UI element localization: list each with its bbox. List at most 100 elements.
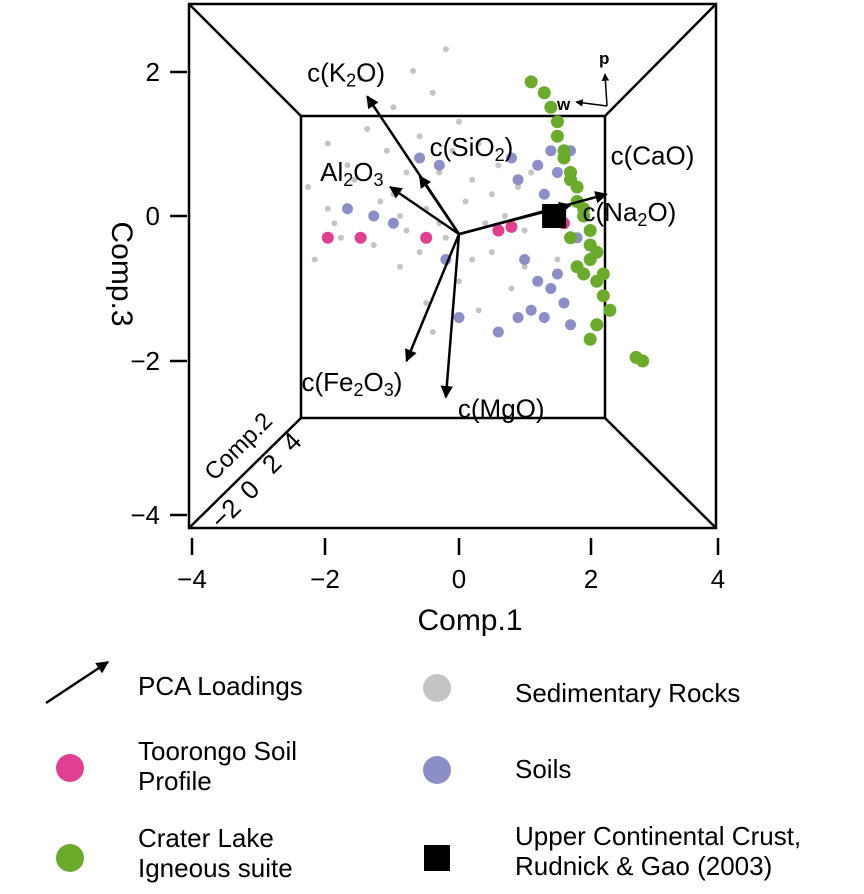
data-point (324, 205, 331, 212)
data-point (442, 46, 449, 53)
z-tick-label: 2 (256, 448, 287, 479)
data-point (505, 152, 517, 164)
legend-label-line: Toorongo Soil (138, 736, 297, 766)
legend-entry-1: Sedimentary Rocks (423, 674, 740, 708)
label-part: c(K (307, 57, 347, 87)
data-point (557, 151, 571, 165)
legend-entry-5: Upper Continental Crust, Rudnick & Gao (2… (424, 821, 801, 881)
legend-label: Crater Lake Igneous suite (138, 823, 293, 883)
outer-frame (187, 2, 718, 530)
loading-label: Al2O3 (320, 157, 383, 190)
data-point (521, 263, 528, 270)
label-part: ) (394, 367, 403, 397)
y-tick-label: 2 (146, 57, 160, 87)
data-point (596, 267, 610, 281)
data-point (583, 253, 597, 266)
data-point (311, 256, 318, 263)
loading-label: c(K2O) (307, 57, 385, 90)
inner-frame (299, 114, 607, 420)
loading-0: c(K2O) (307, 57, 461, 235)
legend-square-marker (424, 845, 450, 871)
data-point (403, 227, 410, 234)
data-point (469, 176, 476, 183)
loading-1: c(SiO2) (418, 132, 513, 235)
legend-label-line: Soils (515, 754, 571, 784)
label-part: c(CaO) (611, 140, 695, 170)
data-point (532, 159, 544, 171)
data-point (564, 231, 578, 245)
legend-label-line: PCA Loadings (138, 671, 303, 701)
label-part: Al (320, 157, 343, 187)
edge-top-left (188, 3, 302, 117)
z-tick-label: 0 (234, 474, 265, 505)
data-point (550, 129, 564, 143)
data-point (583, 332, 597, 346)
data-point (429, 89, 436, 96)
data-point (337, 234, 344, 241)
data-point (550, 115, 564, 129)
data-point (521, 227, 528, 234)
data-point (570, 260, 584, 274)
data-point (515, 184, 522, 190)
y-tick-label: 0 (146, 201, 160, 231)
data-point (583, 224, 597, 237)
legend-circle-marker (56, 844, 84, 872)
data-point (403, 169, 410, 176)
legend-circle-marker (423, 756, 451, 784)
label-part: c(Na (583, 197, 638, 227)
loading-arrow (440, 234, 461, 399)
loading-arrow (418, 175, 461, 235)
data-point (488, 249, 495, 256)
data-point (420, 231, 433, 244)
data-point (344, 162, 351, 169)
data-point (508, 285, 515, 292)
label-part: O (364, 367, 384, 397)
corner-label-w: w (556, 95, 571, 114)
data-point (596, 289, 610, 303)
legend-label-line: Rudnick & Gao (2003) (515, 851, 772, 881)
data-point (414, 152, 426, 164)
y-tick-label: −4 (130, 500, 160, 530)
data-point (558, 297, 570, 309)
data-point (377, 198, 384, 205)
data-point (469, 256, 476, 263)
data-point (532, 275, 544, 287)
legend-entry-2: Toorongo Soil Profile (56, 736, 297, 796)
data-point (368, 210, 380, 222)
data-point (364, 126, 371, 132)
data-point (577, 209, 591, 223)
label-part: O) (356, 57, 385, 87)
data-point (324, 140, 331, 147)
series-0 (305, 46, 561, 335)
data-point (396, 263, 403, 270)
data-point (449, 147, 456, 154)
data-point (495, 162, 502, 169)
y-tick-label: −2 (130, 346, 160, 376)
data-point (538, 312, 550, 323)
legend-entry-4: Crater Lake Igneous suite (56, 823, 293, 883)
loading-label: c(MgO) (458, 393, 545, 423)
edge-bottom-left (188, 417, 302, 529)
data-point (525, 304, 537, 316)
data-point (636, 354, 650, 368)
data-point (488, 191, 495, 198)
legend-label-line: Crater Lake (138, 823, 274, 853)
data-point (456, 118, 462, 125)
data-point (528, 169, 535, 176)
legend-entry-0: PCA Loadings (45, 660, 303, 705)
data-point (524, 75, 538, 89)
loading-5: c(Fe2O3) (302, 233, 461, 400)
data-point (505, 220, 518, 233)
corner-arrow-w (575, 99, 608, 107)
data-point (462, 198, 469, 205)
data-point (551, 167, 563, 178)
label-subscript: 3 (373, 170, 383, 190)
data-point (519, 254, 531, 265)
data-point (544, 100, 558, 114)
data-point (423, 300, 430, 306)
data-point (545, 283, 557, 294)
data-point (433, 159, 445, 171)
data-point (565, 319, 577, 331)
